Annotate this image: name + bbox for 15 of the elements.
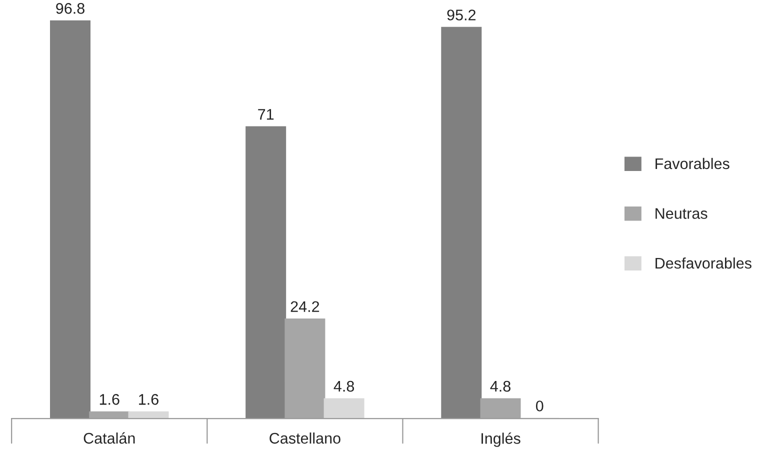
data-label: 4.8 xyxy=(490,380,510,392)
legend-label: Favorables xyxy=(656,158,730,170)
legend-label: Neutras xyxy=(656,208,708,219)
x-tick-label: Inglés xyxy=(482,432,520,447)
data-label: 1.6 xyxy=(100,394,120,405)
data-label: 24.2 xyxy=(290,301,320,312)
data-label: 0 xyxy=(536,400,544,412)
data-label: 71 xyxy=(258,109,274,120)
data-label: 96.8 xyxy=(56,3,84,14)
x-tick-label: Castellano xyxy=(270,432,340,444)
data-label: 4.8 xyxy=(334,380,354,392)
x-tick-label: Catalán xyxy=(84,432,135,444)
legend-label: Desfavorables xyxy=(656,257,752,269)
data-label: 1.6 xyxy=(139,394,158,405)
data-label: 95.2 xyxy=(447,10,476,20)
